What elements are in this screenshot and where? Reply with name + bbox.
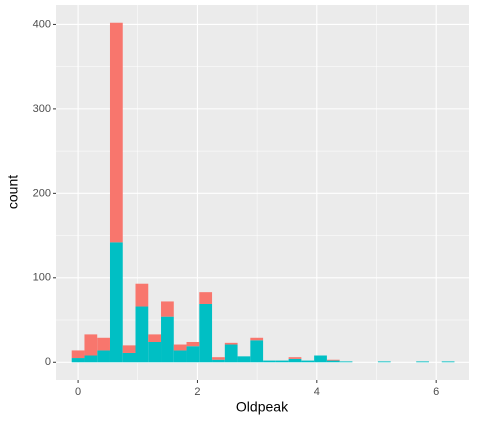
bar (339, 361, 353, 363)
bar (199, 303, 213, 363)
bar (84, 355, 98, 363)
bar (173, 350, 187, 363)
bar (109, 22, 123, 243)
bar (263, 360, 276, 363)
bar (71, 358, 85, 363)
bar (122, 345, 136, 353)
bar (237, 356, 251, 363)
x-tick-label: 6 (433, 386, 439, 398)
bar (301, 360, 315, 363)
y-tick-label: 200 (33, 187, 51, 199)
bar (212, 357, 225, 360)
bar (148, 341, 162, 363)
bar (161, 316, 174, 363)
bar (250, 340, 264, 363)
bar (326, 359, 340, 361)
bar (288, 357, 302, 359)
y-axis-title: count (5, 175, 21, 209)
bar (186, 341, 200, 347)
bar (97, 350, 110, 363)
bar (71, 350, 85, 359)
bar (135, 306, 149, 363)
bar (224, 342, 238, 345)
bar (326, 360, 340, 363)
bar (314, 355, 327, 363)
bar (122, 352, 136, 363)
bar (109, 242, 123, 363)
bar (199, 292, 213, 304)
bar (224, 344, 238, 363)
bar (416, 361, 429, 363)
bar (288, 358, 302, 363)
bar (186, 346, 200, 363)
bar (441, 361, 455, 363)
panel (56, 5, 469, 380)
x-tick-label: 0 (75, 386, 81, 398)
y-tick-label: 0 (45, 356, 51, 368)
y-tick-label: 300 (33, 103, 51, 115)
y-tick-label: 400 (33, 18, 51, 30)
x-tick-label: 4 (314, 386, 320, 398)
bar (212, 359, 225, 363)
bar (377, 361, 391, 363)
bar (97, 337, 110, 351)
bar (148, 334, 162, 342)
x-tick-label: 2 (194, 386, 200, 398)
bar (161, 301, 174, 317)
bar (84, 334, 98, 356)
bar (135, 283, 149, 307)
bar (250, 337, 264, 341)
x-axis-title: Oldpeak (236, 399, 289, 415)
y-tick-label: 100 (33, 272, 51, 284)
bar (275, 360, 289, 363)
bar (173, 344, 187, 351)
